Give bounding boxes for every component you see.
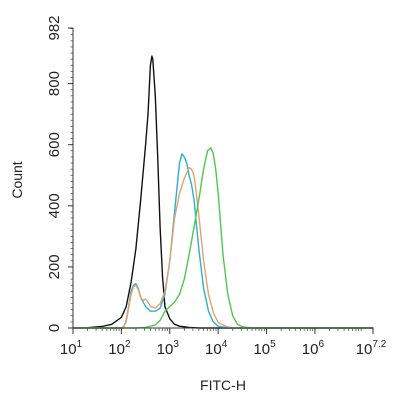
x-tick-base: 10 <box>157 341 174 358</box>
histogram-series-2 <box>72 153 374 329</box>
x-tick-label: 102 <box>108 339 131 358</box>
x-tick-base: 10 <box>108 341 125 358</box>
x-tick-label: 106 <box>302 339 325 358</box>
x-tick-exponent: 5 <box>270 339 276 350</box>
y-tick-label: 800 <box>46 71 63 96</box>
y-tick-label: 600 <box>46 132 63 157</box>
x-tick-base: 10 <box>60 341 77 358</box>
y-tick-label: 200 <box>46 254 63 279</box>
x-tick-base: 10 <box>253 341 270 358</box>
histogram-series-4 <box>72 147 374 329</box>
axis-layer <box>72 28 373 329</box>
y-tick-label: 982 <box>46 15 63 40</box>
x-tick-base: 10 <box>302 341 319 358</box>
histogram-series-3 <box>72 166 374 329</box>
x-axis-title: FITC-H <box>200 377 246 393</box>
x-tick-label: 104 <box>205 339 228 358</box>
x-tick-exponent: 1 <box>77 339 83 350</box>
x-tick-label: 105 <box>253 339 276 358</box>
x-tick-exponent: 4 <box>222 339 228 350</box>
x-tick-exponent: 6 <box>318 339 324 350</box>
x-tick-exponent: 2 <box>125 339 131 350</box>
x-tick-base: 10 <box>356 341 373 358</box>
axis-frame <box>72 28 373 329</box>
y-axis-title: Count <box>9 161 25 198</box>
y-tick-label: 0 <box>46 324 63 332</box>
x-tick-label: 107.2 <box>356 339 387 358</box>
series-layer <box>72 55 374 329</box>
histogram-series-1 <box>72 55 374 329</box>
x-tick-exponent: 3 <box>173 339 179 350</box>
x-tick-base: 10 <box>205 341 222 358</box>
x-tick-exponent: 7.2 <box>372 339 386 350</box>
x-tick-label: 103 <box>157 339 180 358</box>
y-tick-label: 400 <box>46 193 63 218</box>
x-tick-label: 101 <box>60 339 83 358</box>
